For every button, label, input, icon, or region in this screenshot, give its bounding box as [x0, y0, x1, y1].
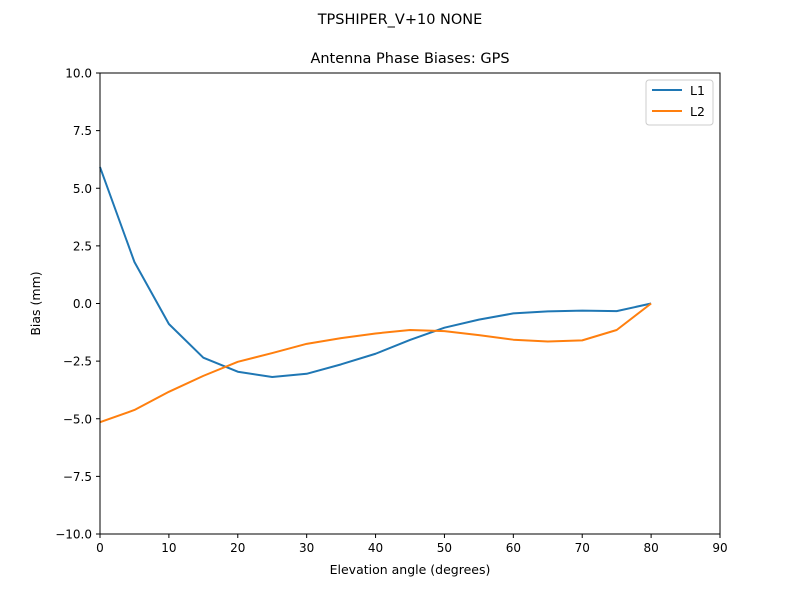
- x-tick-label: 90: [712, 541, 727, 555]
- legend-label-l2: L2: [690, 104, 705, 119]
- x-tick-label: 80: [643, 541, 658, 555]
- legend-label-l1: L1: [690, 83, 705, 98]
- legend-box: [645, 79, 714, 126]
- chart-title: Antenna Phase Biases: GPS: [310, 51, 509, 67]
- plot-lines: [99, 166, 652, 424]
- y-tick-label: −10.0: [55, 528, 92, 542]
- y-axis-label: Bias (mm): [28, 271, 43, 335]
- x-axis-ticks: 0 10 20 30 40 50 60 70 80 90: [96, 534, 728, 555]
- series-line-l2: [99, 302, 652, 424]
- y-tick-label: −2.5: [63, 355, 92, 369]
- x-axis-label: Elevation angle (degrees): [330, 562, 491, 577]
- y-tick-label: −7.5: [63, 470, 92, 484]
- series-line-l1: [99, 166, 652, 379]
- x-tick-label: 30: [299, 541, 314, 555]
- legend: L1 L2: [645, 79, 714, 126]
- y-axis-ticks: 10.0 7.5 5.0 2.5 0.0 −2.5 −5.0 −7.5 −10.0: [55, 67, 100, 542]
- axes-frame: [99, 72, 721, 535]
- y-tick-label: 7.5: [73, 124, 92, 138]
- figure-suptitle: TPSHIPER_V+10 NONE: [317, 12, 483, 28]
- y-tick-label: −5.0: [63, 412, 92, 426]
- y-tick-label: 2.5: [73, 239, 92, 253]
- y-tick-label: 10.0: [65, 67, 92, 81]
- x-tick-label: 0: [96, 541, 104, 555]
- x-tick-label: 20: [230, 541, 245, 555]
- x-tick-label: 10: [161, 541, 176, 555]
- y-tick-label: 0.0: [73, 297, 92, 311]
- x-tick-label: 40: [368, 541, 383, 555]
- x-tick-label: 70: [575, 541, 590, 555]
- y-tick-label: 5.0: [73, 182, 92, 196]
- x-tick-label: 60: [506, 541, 521, 555]
- x-tick-label: 50: [437, 541, 452, 555]
